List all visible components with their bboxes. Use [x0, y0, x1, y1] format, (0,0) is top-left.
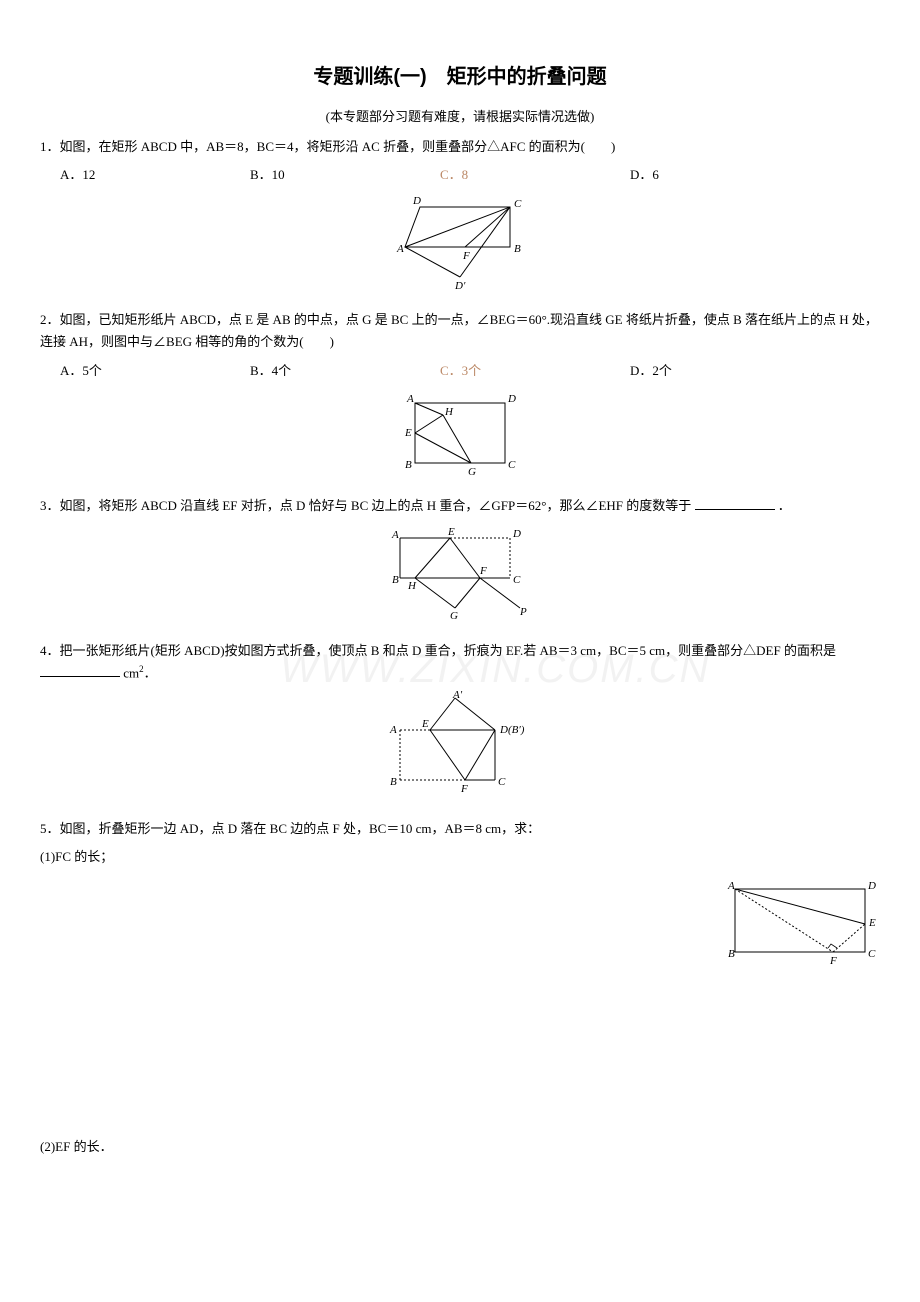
- q5-label-B: B: [728, 948, 735, 960]
- q1-label-C: C: [514, 198, 522, 210]
- q3-blank: [695, 496, 775, 510]
- q2-opt-b: B．4个: [250, 360, 430, 382]
- q4-label-C: C: [498, 776, 506, 788]
- q5-label-D: D: [867, 880, 876, 892]
- q5-label-E: E: [868, 917, 876, 929]
- q4-figure: A A′ D(B′) B C E F: [40, 690, 880, 807]
- q4-label-Ap: A′: [452, 690, 463, 701]
- q3-text-span: 3．如图，将矩形 ABCD 沿直线 EF 对折，点 D 恰好与 BC 边上的点 …: [40, 498, 691, 513]
- q4-label-D: D(B′): [499, 724, 525, 736]
- q2-text: 2．如图，已知矩形纸片 ABCD，点 E 是 AB 的中点，点 G 是 BC 上…: [40, 309, 880, 353]
- q3-label-H: H: [407, 580, 417, 592]
- q1-opt-d: D．6: [630, 164, 810, 186]
- q4-sup: 2: [139, 664, 144, 674]
- q3-label-P: P: [519, 606, 527, 618]
- page-title: 专题训练(一) 矩形中的折叠问题: [40, 60, 880, 94]
- q3-label-F: F: [479, 565, 487, 577]
- q5-sub1: (1)FC 的长；: [40, 846, 880, 868]
- q1-label-F: F: [462, 250, 470, 262]
- q1-label-Dp: D′: [454, 280, 466, 292]
- q4-label-E: E: [421, 718, 429, 730]
- q5-label-C: C: [868, 948, 876, 960]
- q3-label-D: D: [512, 528, 521, 540]
- q5-label-A: A: [727, 880, 735, 892]
- q2-label-B: B: [405, 459, 412, 471]
- q5-label-F: F: [829, 955, 837, 967]
- q3-label-C: C: [513, 574, 521, 586]
- q3-label-B: B: [392, 574, 399, 586]
- q4-text-span: 4．把一张矩形纸片(矩形 ABCD)按如图方式折叠，使顶点 B 和点 D 重合，…: [40, 643, 836, 658]
- q2-label-E: E: [404, 427, 412, 439]
- q1-opt-a: A．12: [60, 164, 240, 186]
- q4-text-end: cm: [123, 665, 139, 680]
- q1-label-A: A: [396, 243, 404, 255]
- q2-opt-d: D．2个: [630, 360, 810, 382]
- q1-label-D: D: [412, 195, 421, 207]
- q3-label-A: A: [391, 529, 399, 541]
- q4-label-B: B: [390, 776, 397, 788]
- q5-text: 5．如图，折叠矩形一边 AD，点 D 落在 BC 边的点 F 处，BC＝10 c…: [40, 818, 880, 840]
- q3-text-end: ．: [778, 498, 791, 513]
- q1-options: A．12 B．10 C．8 D．6: [40, 164, 880, 186]
- q2-opt-a: A．5个: [60, 360, 240, 382]
- q3-label-G: G: [450, 610, 458, 622]
- q1-label-B: B: [514, 243, 521, 255]
- q2-options: A．5个 B．4个 C．3个 D．2个: [40, 360, 880, 382]
- q1-opt-c: C．8: [440, 164, 620, 186]
- q2-label-H: H: [444, 406, 454, 418]
- q4-label-F: F: [460, 783, 468, 795]
- q1-figure: A B C D F D′: [40, 192, 880, 299]
- q4-blank: [40, 663, 120, 677]
- q2-figure: A D C B E G H: [40, 388, 880, 485]
- q2-label-G: G: [468, 466, 476, 478]
- q3-text: 3．如图，将矩形 ABCD 沿直线 EF 对折，点 D 恰好与 BC 边上的点 …: [40, 495, 880, 517]
- page-subtitle: (本专题部分习题有难度，请根据实际情况选做): [40, 106, 880, 128]
- q2-opt-c: C．3个: [440, 360, 620, 382]
- q1-opt-b: B．10: [250, 164, 430, 186]
- q3-figure: A B C D E F H G P: [40, 523, 880, 630]
- q2-label-A: A: [406, 393, 414, 405]
- q2-label-D: D: [507, 393, 516, 405]
- q2-label-C: C: [508, 459, 516, 471]
- q5-sub2: (2)EF 的长．: [40, 1136, 880, 1158]
- q3-label-E: E: [447, 526, 455, 538]
- q5-figure: A D C B F E: [720, 874, 880, 976]
- q4-text: 4．把一张矩形纸片(矩形 ABCD)按如图方式折叠，使顶点 B 和点 D 重合，…: [40, 640, 880, 685]
- q4-label-A: A: [389, 724, 397, 736]
- q1-text: 1．如图，在矩形 ABCD 中，AB＝8，BC＝4，将矩形沿 AC 折叠，则重叠…: [40, 136, 880, 158]
